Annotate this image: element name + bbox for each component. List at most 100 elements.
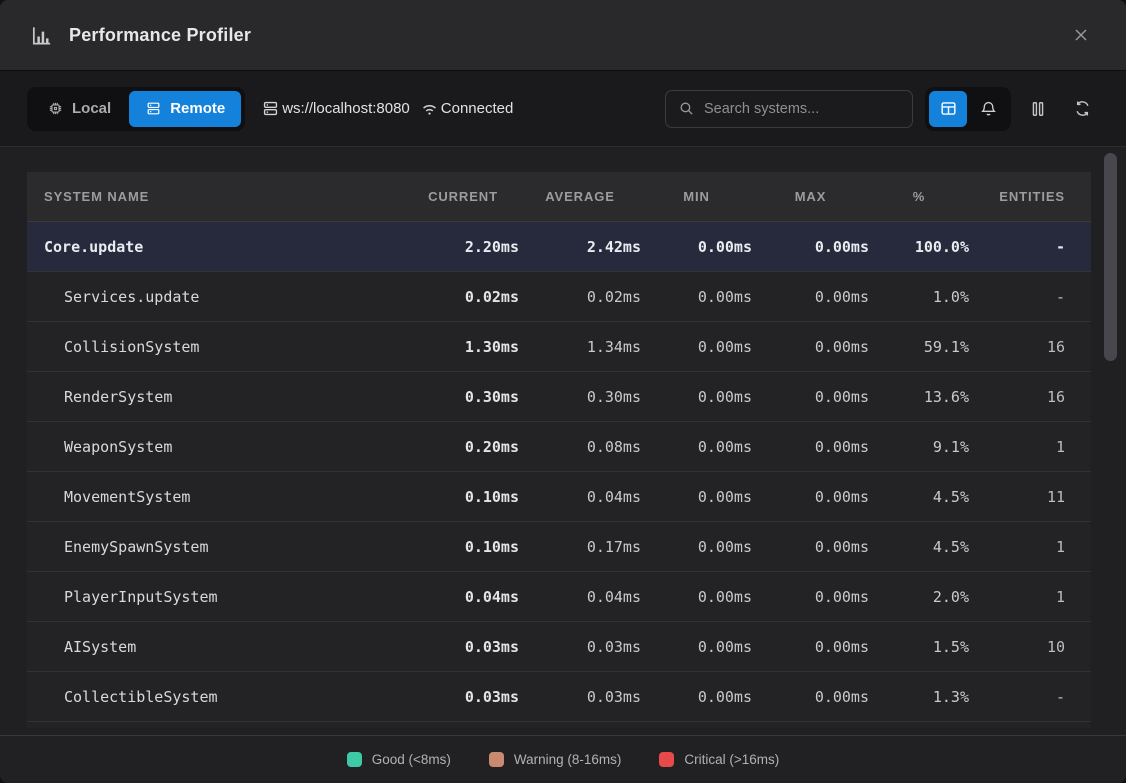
cell-entities: 1 [1055,437,1065,456]
cpu-icon [47,100,64,117]
column-header[interactable]: CURRENT [428,189,498,204]
table-row-clipped [27,722,1091,728]
table-grid-icon [939,99,958,118]
vertical-scrollbar[interactable] [1104,153,1117,361]
cell-entities: 10 [1046,637,1065,656]
cell-entities: 16 [1046,337,1065,356]
cell-average: 0.02ms [586,287,641,306]
cell-min: 0.00ms [697,287,752,306]
pause-icon [1028,99,1048,119]
column-header[interactable]: ENTITIES [999,189,1065,204]
legend: Good (<8ms) Warning (8-16ms) Critical (>16… [346,752,779,767]
local-mode-button[interactable]: Local [31,91,127,127]
wifi-icon [420,99,439,118]
table-row[interactable]: Services.update 0.02ms 0.02ms 0.00ms 0.00ms 1… [27,272,1091,322]
column-header[interactable]: AVERAGE [545,189,615,204]
cell-current: 0.30ms [464,387,519,406]
cell-percent: 100.0% [914,237,969,256]
legend-label: Warning (8-16ms) [513,752,622,767]
cell-name: RenderSystem [64,387,173,406]
cell-name: EnemySpawnSystem [64,537,209,556]
cell-percent: 4.5% [932,537,969,556]
title-bar: Performance Profiler [0,0,1126,71]
cell-percent: 1.5% [932,637,969,656]
main-content: SYSTEM NAME CURRENT AVERAGE MIN MAX% ENTITIES… [0,147,1126,735]
table-view-button[interactable] [929,90,967,127]
remote-mode-button[interactable]: Remote [129,90,242,127]
cell-name: CollectibleSystem [64,687,218,706]
cell-min: 0.00ms [697,587,752,606]
cell-entities: 11 [1046,487,1065,506]
cell-percent: 9.1% [932,437,969,456]
cell-current: 0.03ms [464,637,519,656]
table-row[interactable]: PlayerInputSystem 0.04ms 0.04ms 0.00ms 0.00m… [27,572,1091,622]
search-input[interactable] [704,100,900,117]
cell-entities: 16 [1046,387,1065,406]
cell-max: 0.00ms [814,487,869,506]
toolbar: Local Remote [0,71,1126,147]
cell-min: 0.00ms [697,237,752,256]
cell-entities: 1 [1055,537,1065,556]
table-body: Core.update 2.20ms 2.42ms 0.00ms 0.00ms 100.0… [27,222,1091,728]
cell-max: 0.00ms [814,437,869,456]
systems-table: SYSTEM NAME CURRENT AVERAGE MIN MAX% ENTITIES… [27,172,1091,728]
cell-percent: 2.0% [932,587,969,606]
column-header[interactable]: % [912,189,926,204]
cell-name: AISystem [64,637,137,656]
cell-name: MovementSystem [64,487,191,506]
cell-max: 0.00ms [814,387,869,406]
bar-chart-icon [30,24,53,47]
column-header[interactable]: SYSTEM NAME [44,189,150,204]
server-icon [145,100,162,117]
column-header[interactable]: MIN [683,189,710,204]
pause-button[interactable] [1021,92,1055,126]
cell-min: 0.00ms [697,687,752,706]
alerts-button[interactable] [969,91,1007,127]
refresh-button[interactable] [1065,92,1099,126]
cell-current: 0.03ms [464,687,519,706]
cell-max: 0.00ms [814,337,869,356]
table-row[interactable]: MovementSystem 0.10ms 0.04ms 0.00ms 0.00ms 4.… [27,472,1091,522]
cell-min: 0.00ms [697,487,752,506]
table-row[interactable]: Core.update 2.20ms 2.42ms 0.00ms 0.00ms 100.0… [27,222,1091,272]
cell-max: 0.00ms [814,287,869,306]
cell-current: 2.20ms [464,237,519,256]
search-icon [678,100,695,117]
legend-swatch-icon [488,752,504,767]
cell-max: 0.00ms [814,237,869,256]
legend-item: Good (<8ms) [346,752,451,767]
cell-name: PlayerInputSystem [64,587,218,606]
legend-label: Good (<8ms) [371,752,451,767]
cell-min: 0.00ms [697,337,752,356]
connection-status: Connected [420,99,513,118]
cell-name: WeaponSystem [64,437,173,456]
table-row[interactable]: WeaponSystem 0.20ms 0.08ms 0.00ms 0.00ms 9.1%… [27,422,1091,472]
cell-min: 0.00ms [697,387,752,406]
cell-max: 0.00ms [814,537,869,556]
cell-percent: 1.3% [932,687,969,706]
table-row[interactable]: AISystem 0.03ms 0.03ms 0.00ms 0.00ms 1.5% 10 [27,622,1091,672]
close-icon[interactable] [1066,20,1096,50]
table-row[interactable]: CollisionSystem 1.30ms 1.34ms 0.00ms 0.00ms 5… [27,322,1091,372]
cell-average: 0.30ms [586,387,641,406]
search-box [665,89,913,128]
mode-toggle: Local Remote [27,86,246,131]
cell-min: 0.00ms [697,437,752,456]
legend-bar: Good (<8ms) Warning (8-16ms) Critical (>16… [0,735,1126,783]
cell-min: 0.00ms [697,537,752,556]
cell-name: Services.update [64,287,200,306]
cell-average: 0.03ms [586,637,641,656]
table-row[interactable]: CollectibleSystem 0.03ms 0.03ms 0.00ms 0.00m… [27,672,1091,722]
cell-current: 0.20ms [464,437,519,456]
column-header[interactable]: MAX [794,189,827,204]
remote-mode-label: Remote [170,100,226,117]
cell-percent: 13.6% [923,387,969,406]
cell-percent: 1.0% [932,287,969,306]
page-title: Performance Profiler [69,24,252,45]
table-row[interactable]: RenderSystem 0.30ms 0.30ms 0.00ms 0.00ms 13.6… [27,372,1091,422]
cell-min: 0.00ms [697,637,752,656]
refresh-icon [1073,99,1092,118]
table-row[interactable]: EnemySpawnSystem 0.10ms 0.17ms 0.00ms 0.00ms… [27,522,1091,572]
cell-percent: 59.1% [923,337,969,356]
